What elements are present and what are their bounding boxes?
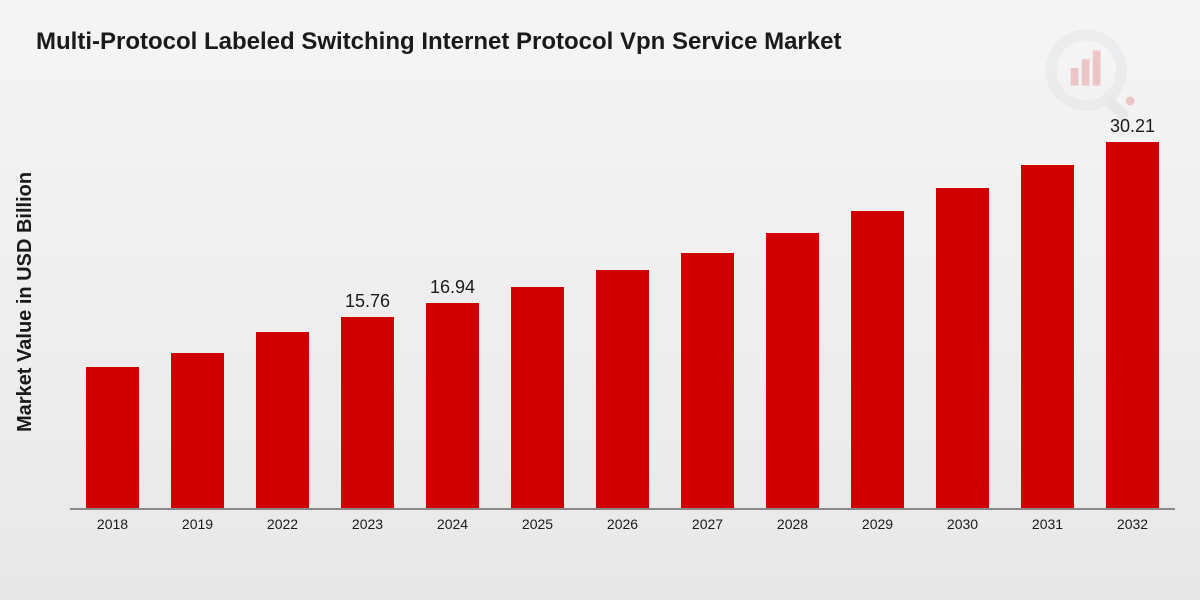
x-tick-label: 2026: [580, 516, 665, 532]
x-tick-label: 2032: [1090, 516, 1175, 532]
bar-value-label: 16.94: [410, 277, 495, 298]
y-axis-label: Market Value in USD Billion: [14, 171, 37, 431]
x-tick-label: 2023: [325, 516, 410, 532]
bar-value-label: 30.21: [1090, 116, 1175, 137]
bar: [511, 287, 564, 508]
x-tick-label: 2031: [1005, 516, 1090, 532]
bar: [1106, 142, 1159, 508]
x-tick-label: 2025: [495, 516, 580, 532]
chart-title: Multi-Protocol Labeled Switching Interne…: [36, 28, 841, 56]
bar: [341, 317, 394, 508]
x-tick-label: 2018: [70, 516, 155, 532]
x-tick-label: 2019: [155, 516, 240, 532]
bar: [936, 188, 989, 508]
bar: [86, 367, 139, 508]
bar-chart: 201820192022202315.76202416.942025202620…: [70, 110, 1175, 540]
x-tick-label: 2028: [750, 516, 835, 532]
bar: [256, 332, 309, 508]
x-tick-label: 2024: [410, 516, 495, 532]
bar: [851, 211, 904, 508]
bar: [766, 233, 819, 508]
x-tick-label: 2030: [920, 516, 1005, 532]
x-tick-label: 2027: [665, 516, 750, 532]
plot-region: [70, 110, 1175, 510]
bar-value-label: 15.76: [325, 291, 410, 312]
bar: [171, 353, 224, 508]
bar: [596, 270, 649, 508]
bar: [426, 303, 479, 508]
bar: [1021, 165, 1074, 508]
x-tick-label: 2022: [240, 516, 325, 532]
x-tick-label: 2029: [835, 516, 920, 532]
bar: [681, 253, 734, 508]
